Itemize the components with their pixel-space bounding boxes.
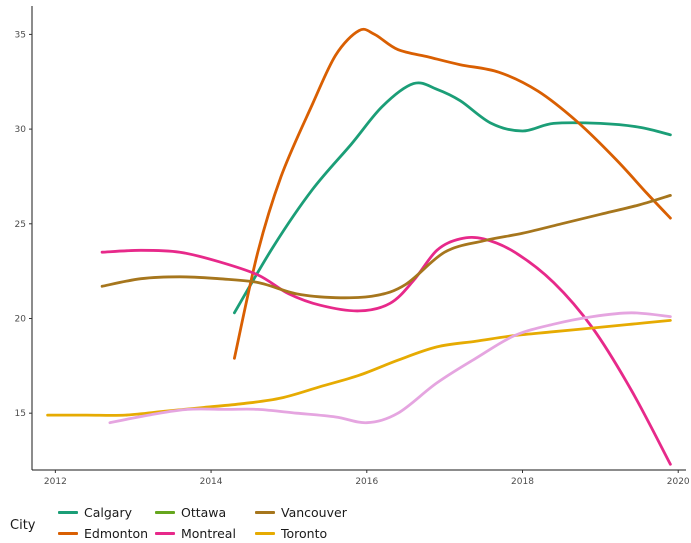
series-line-calgary [233,81,672,315]
y-tick-label: 25 [15,220,26,230]
legend-item-vancouver: Vancouver [255,503,347,521]
legend: City Calgary Edmonton Ottawa Montreal Va… [0,498,691,543]
legend-label-vancouver: Vancouver [281,504,347,520]
legend-label-edmonton: Edmonton [84,525,149,541]
legend-label-ottawa: Ottawa [181,504,227,520]
legend-label-montreal: Montreal [181,525,236,541]
legend-label-calgary: Calgary [84,504,132,520]
legend-item-calgary: Calgary [58,503,132,521]
legend-item-ottawa: Ottawa [155,503,226,521]
x-tick-label: 2012 [44,477,67,487]
x-tick-label: 2014 [200,477,223,487]
legend-title: City [10,518,36,533]
legend-key-vancouver [255,510,275,514]
series-lines [46,27,672,466]
y-tick-label: 35 [15,30,26,40]
axes: 15 20 25 30 35 2012 2014 2016 2018 2020 [15,6,690,487]
legend-key-edmonton [58,531,78,535]
x-tick-label: 2020 [667,477,690,487]
series-line-toronto [46,319,672,417]
legend-item-montreal: Montreal [155,524,236,542]
line-chart: 15 20 25 30 35 2012 2014 2016 2018 2020 [15,6,690,487]
legend-key-calgary [58,510,78,514]
x-tick-label: 2016 [355,477,378,487]
legend-item-edmonton: Edmonton [58,524,148,542]
legend-key-montreal [155,531,175,535]
legend-key-toronto [255,531,275,535]
series-line-unlabeled-6 [108,311,672,425]
legend-key-ottawa [155,510,175,514]
series-line-vancouver [100,194,672,300]
series-line-montreal [100,236,672,466]
legend-label-toronto: Toronto [281,525,328,541]
legend-item-toronto: Toronto [255,524,327,542]
y-tick-label: 20 [15,314,27,324]
series-line-edmonton [233,27,672,360]
x-tick-label: 2018 [511,477,534,487]
y-tick-label: 15 [15,409,26,419]
y-tick-label: 30 [15,125,27,135]
